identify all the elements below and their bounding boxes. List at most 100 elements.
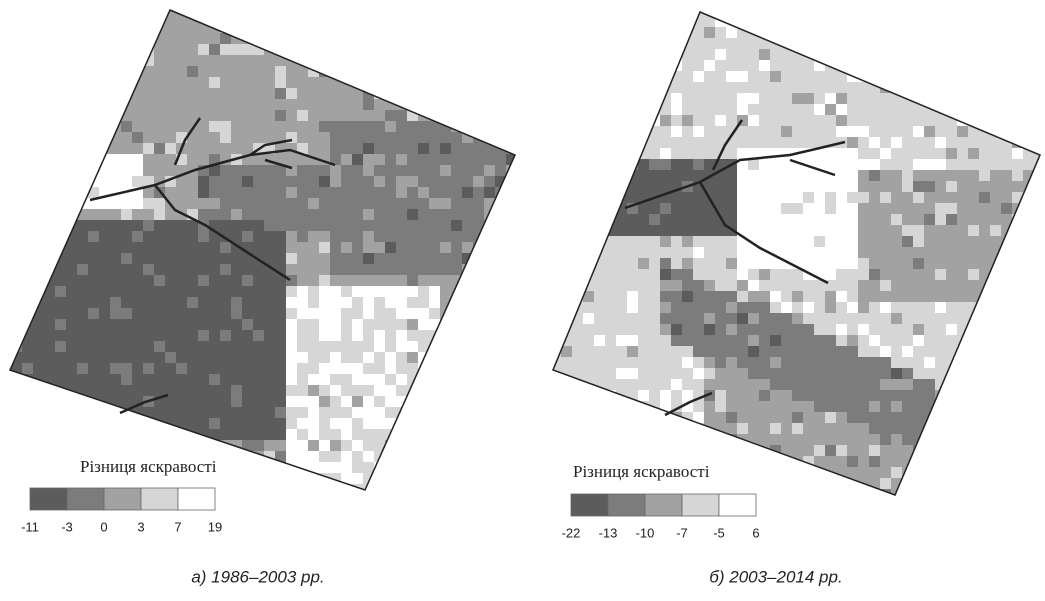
- map-pixel: [957, 258, 968, 269]
- map-pixel: [814, 5, 825, 16]
- map-pixel: [946, 214, 957, 225]
- map-pixel: [99, 264, 110, 275]
- map-pixel: [418, 77, 429, 88]
- map-pixel: [803, 390, 814, 401]
- map-pixel: [924, 258, 935, 269]
- map-pixel: [836, 401, 847, 412]
- map-pixel: [385, 231, 396, 242]
- map-pixel: [330, 418, 341, 429]
- map-pixel: [341, 253, 352, 264]
- map-pixel: [55, 220, 66, 231]
- map-pixel: [715, 225, 726, 236]
- map-pixel: [154, 286, 165, 297]
- map-pixel: [275, 253, 286, 264]
- map-pixel: [11, 165, 22, 176]
- map-pixel: [792, 247, 803, 258]
- map-pixel: [759, 379, 770, 390]
- map-pixel: [319, 418, 330, 429]
- map-pixel: [66, 297, 77, 308]
- map-pixel: [880, 38, 891, 49]
- map-pixel: [649, 203, 660, 214]
- map-pixel: [671, 280, 682, 291]
- map-pixel: [44, 341, 55, 352]
- map-pixel: [935, 456, 946, 467]
- map-pixel: [506, 275, 517, 286]
- map-pixel: [198, 44, 209, 55]
- map-pixel: [407, 209, 418, 220]
- map-pixel: [506, 242, 517, 253]
- map-pixel: [715, 467, 726, 478]
- map-pixel: [572, 159, 583, 170]
- map-pixel: [11, 275, 22, 286]
- map-pixel: [748, 412, 759, 423]
- map-pixel: [792, 27, 803, 38]
- map-pixel: [264, 275, 275, 286]
- map-pixel: [913, 379, 924, 390]
- map-pixel: [770, 181, 781, 192]
- map-pixel: [517, 121, 528, 132]
- map-pixel: [484, 242, 495, 253]
- map-pixel: [847, 126, 858, 137]
- map-pixel: [1034, 258, 1045, 269]
- map-pixel: [385, 341, 396, 352]
- map-pixel: [924, 170, 935, 181]
- legend-swatch: [104, 488, 141, 510]
- map-pixel: [671, 335, 682, 346]
- map-pixel: [1012, 456, 1023, 467]
- map-pixel: [77, 77, 88, 88]
- map-pixel: [726, 324, 737, 335]
- map-pixel: [847, 379, 858, 390]
- map-pixel: [968, 434, 979, 445]
- map-pixel: [187, 66, 198, 77]
- map-pixel: [770, 390, 781, 401]
- map-pixel: [803, 423, 814, 434]
- map-pixel: [946, 247, 957, 258]
- map-pixel: [660, 203, 671, 214]
- map-pixel: [385, 132, 396, 143]
- map-pixel: [891, 203, 902, 214]
- map-pixel: [286, 352, 297, 363]
- map-pixel: [99, 242, 110, 253]
- map-pixel: [77, 352, 88, 363]
- map-pixel: [11, 418, 22, 429]
- map-pixel: [759, 423, 770, 434]
- map-pixel: [726, 291, 737, 302]
- map-pixel: [990, 236, 1001, 247]
- caption: а) 1986–2003 рр.: [191, 567, 324, 586]
- map-pixel: [473, 209, 484, 220]
- map-pixel: [176, 253, 187, 264]
- map-pixel: [671, 5, 682, 16]
- map-pixel: [407, 308, 418, 319]
- map-pixel: [44, 176, 55, 187]
- map-pixel: [154, 319, 165, 330]
- map-pixel: [176, 220, 187, 231]
- map-pixel: [341, 308, 352, 319]
- map-pixel: [473, 253, 484, 264]
- map-pixel: [682, 291, 693, 302]
- map-pixel: [154, 264, 165, 275]
- map-pixel: [924, 16, 935, 27]
- map-pixel: [22, 187, 33, 198]
- map-pixel: [132, 363, 143, 374]
- map-pixel: [561, 489, 572, 500]
- map-pixel: [44, 451, 55, 462]
- map-pixel: [231, 330, 242, 341]
- map-pixel: [341, 407, 352, 418]
- map-pixel: [121, 319, 132, 330]
- map-pixel: [990, 445, 1001, 456]
- map-pixel: [484, 121, 495, 132]
- map-pixel: [275, 352, 286, 363]
- map-pixel: [0, 187, 11, 198]
- map-pixel: [660, 181, 671, 192]
- map-pixel: [374, 308, 385, 319]
- map-pixel: [836, 357, 847, 368]
- map-pixel: [297, 33, 308, 44]
- map-pixel: [165, 275, 176, 286]
- map-pixel: [220, 363, 231, 374]
- map-pixel: [286, 440, 297, 451]
- map-pixel: [132, 154, 143, 165]
- map-pixel: [506, 220, 517, 231]
- map-pixel: [187, 352, 198, 363]
- map-pixel: [715, 192, 726, 203]
- legend-tick: 3: [137, 519, 144, 534]
